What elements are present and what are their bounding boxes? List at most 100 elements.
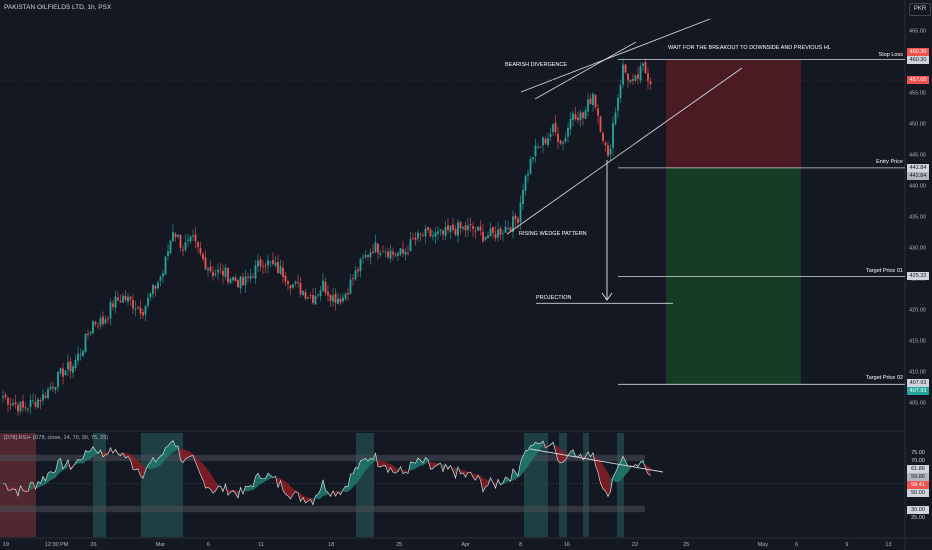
candle	[349, 274, 352, 295]
candle	[122, 293, 124, 303]
badge-stop-top: 460.30	[907, 48, 929, 56]
candle	[519, 195, 522, 230]
rsi-legend[interactable]: [D78] RSI+ (D78, close, 14, 70, 30, 75, …	[4, 435, 109, 441]
candle	[94, 320, 97, 327]
candle	[452, 217, 454, 233]
candle	[469, 217, 472, 232]
candle	[602, 131, 604, 144]
currency-label[interactable]: PKR	[909, 3, 931, 16]
candle	[557, 126, 559, 149]
candle	[92, 320, 94, 335]
candle	[342, 292, 344, 304]
candle	[564, 132, 567, 144]
candle	[479, 220, 482, 236]
candle	[199, 241, 202, 257]
candle	[79, 348, 82, 361]
candle	[434, 227, 437, 244]
risk-reward-zones	[666, 59, 801, 385]
badge-entry-top: 442.84	[907, 164, 929, 172]
candle	[222, 264, 224, 284]
candle	[382, 245, 384, 253]
candle	[444, 220, 447, 240]
candle	[622, 58, 624, 89]
rsi-highlight-region	[559, 433, 567, 537]
rising-wedge-label: RISING WEDGE PATTERN	[519, 231, 587, 237]
candle	[129, 296, 132, 307]
candle	[19, 400, 22, 415]
candle	[287, 280, 289, 291]
candle	[344, 292, 347, 302]
candle	[372, 244, 374, 254]
wedge-lower	[506, 67, 743, 235]
candle	[627, 73, 629, 88]
candle	[77, 346, 79, 366]
candle	[474, 226, 477, 239]
price-axis-tick: 410.00	[909, 370, 926, 376]
price-axis-tick: 415.00	[909, 339, 926, 345]
candle	[127, 292, 129, 306]
time-axis-tick: 9	[845, 542, 848, 548]
candle	[464, 221, 467, 237]
candle	[424, 224, 427, 244]
candle	[494, 226, 497, 242]
candle	[154, 285, 157, 297]
candle	[409, 231, 412, 252]
wedge-upper-inner	[534, 41, 637, 100]
candle	[109, 298, 112, 326]
candle	[322, 273, 324, 293]
candle	[509, 226, 512, 231]
candle	[184, 234, 187, 253]
time-axis-tick: 16	[564, 542, 570, 548]
rsi-badge-30: 30.00	[907, 506, 929, 514]
candle	[37, 397, 39, 409]
candle	[614, 107, 617, 126]
candle	[282, 260, 284, 284]
candle	[354, 266, 357, 281]
candle	[454, 224, 457, 237]
entry-price-label: Entry Price	[876, 159, 903, 165]
candle	[417, 229, 419, 243]
candle	[59, 367, 62, 376]
candle	[132, 294, 134, 315]
candle	[44, 391, 47, 400]
candle	[327, 285, 329, 302]
candle	[47, 386, 49, 400]
price-axis-tick: 435.00	[909, 215, 926, 221]
candle	[369, 248, 372, 265]
candle	[482, 223, 484, 244]
candle	[597, 104, 599, 124]
candle	[392, 247, 394, 260]
candle	[27, 407, 29, 413]
candle	[244, 269, 247, 293]
candle	[502, 229, 504, 241]
candle	[389, 244, 392, 263]
candle	[7, 396, 9, 413]
candle	[459, 220, 462, 235]
candle	[107, 316, 109, 324]
time-axis-tick: Apr	[461, 542, 470, 548]
badge-last-price: 457.00	[907, 76, 929, 84]
symbol-title: PAKISTAN OILFIELDS LTD, 1h, PSX	[4, 4, 112, 11]
stop-loss-label: Stop Loss	[878, 52, 903, 58]
candle	[419, 232, 422, 242]
candle	[412, 232, 414, 240]
candle	[284, 271, 287, 287]
price-axis-tick: 445.00	[909, 153, 926, 159]
candle	[279, 259, 282, 276]
candle	[134, 300, 137, 317]
candle	[447, 218, 449, 234]
rsi-highlight-region	[93, 433, 106, 537]
time-axis-tick: 13	[885, 542, 891, 548]
candle	[604, 141, 607, 153]
candle	[642, 62, 644, 72]
time-axis[interactable]: 19 12:30 PM 26 Mar 6 11 18 25 Apr 8 16 22 25 May 6 9 13	[3, 542, 892, 548]
candle	[267, 254, 269, 274]
candle	[599, 115, 602, 133]
candle	[462, 226, 464, 231]
candle	[197, 240, 199, 253]
candle	[312, 288, 314, 305]
time-axis-tick: 18	[328, 542, 334, 548]
candle	[612, 116, 614, 156]
candle	[457, 219, 459, 243]
